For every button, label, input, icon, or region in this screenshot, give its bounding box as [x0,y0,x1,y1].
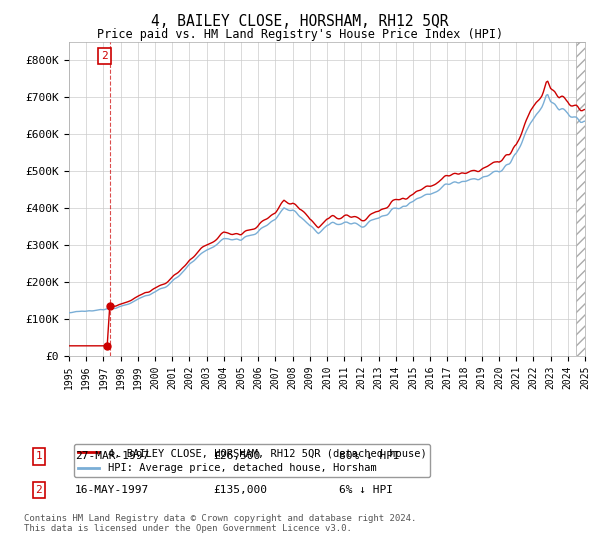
Text: 6% ↓ HPI: 6% ↓ HPI [339,485,393,495]
Legend: 4, BAILEY CLOSE, HORSHAM, RH12 5QR (detached house), HPI: Average price, detache: 4, BAILEY CLOSE, HORSHAM, RH12 5QR (deta… [74,444,430,478]
Text: 1: 1 [35,451,43,461]
Text: 16-MAY-1997: 16-MAY-1997 [75,485,149,495]
Text: £135,000: £135,000 [213,485,267,495]
Text: Contains HM Land Registry data © Crown copyright and database right 2024.
This d: Contains HM Land Registry data © Crown c… [24,514,416,533]
Text: 27-MAR-1997: 27-MAR-1997 [75,451,149,461]
Text: 4, BAILEY CLOSE, HORSHAM, RH12 5QR: 4, BAILEY CLOSE, HORSHAM, RH12 5QR [151,14,449,29]
Text: 80% ↓ HPI: 80% ↓ HPI [339,451,400,461]
Text: Price paid vs. HM Land Registry's House Price Index (HPI): Price paid vs. HM Land Registry's House … [97,28,503,41]
Text: 2: 2 [101,51,108,61]
Text: £26,500: £26,500 [213,451,260,461]
Text: 2: 2 [35,485,43,495]
